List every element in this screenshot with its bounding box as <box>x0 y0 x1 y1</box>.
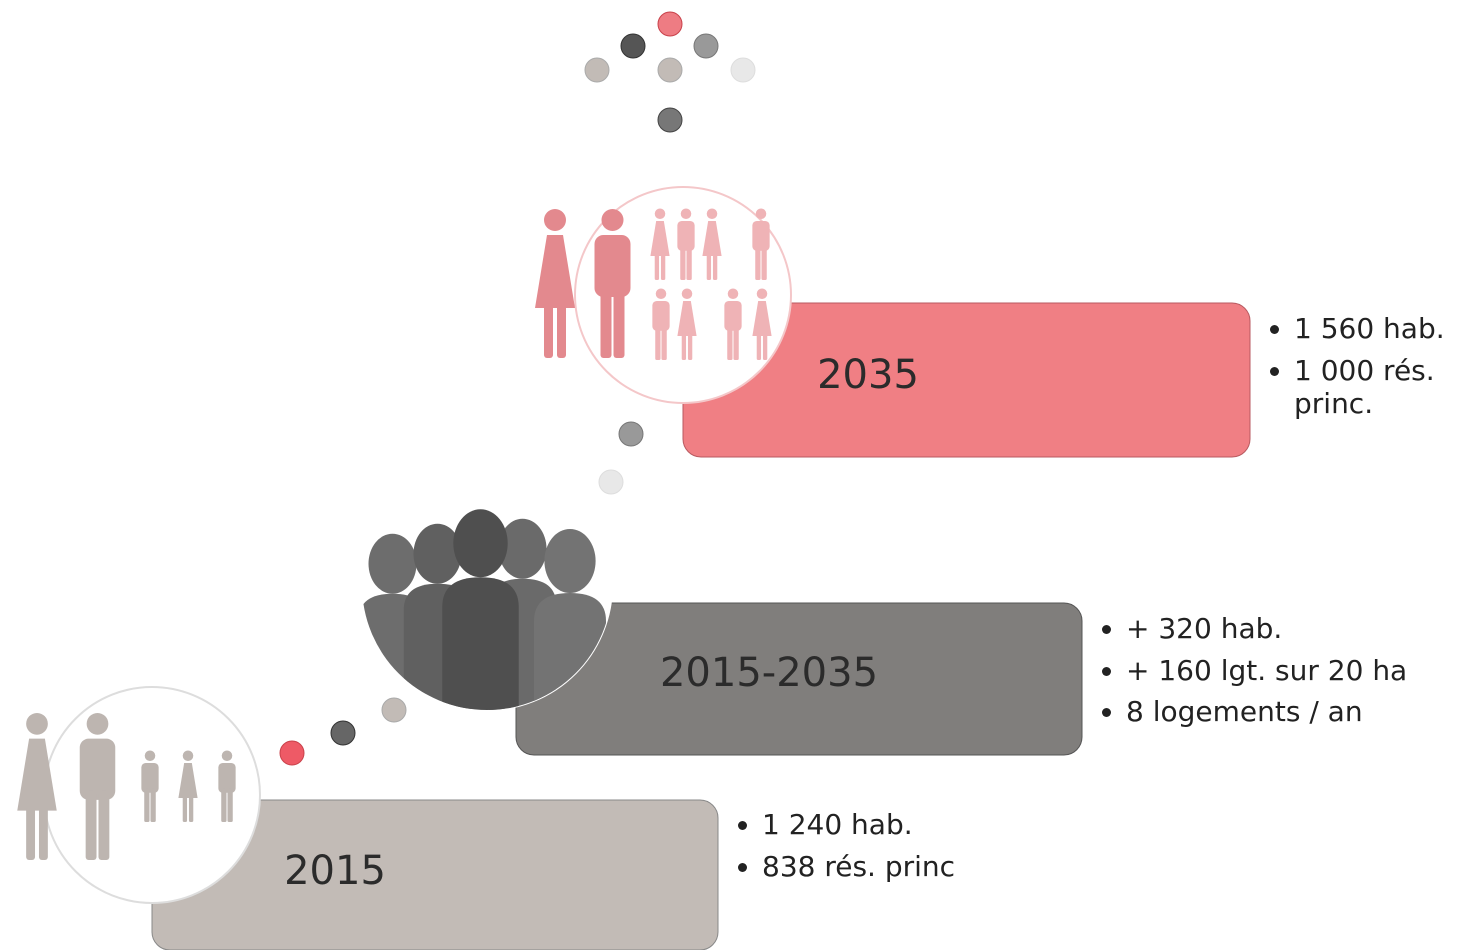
bullet-list: 1 240 hab. 838 rés. princ <box>738 808 1062 891</box>
bullet-list: + 320 hab. + 160 lgt. sur 20 ha 8 logeme… <box>1102 612 1470 737</box>
diagram: 2015 2015-2035 2035 <box>0 0 1470 950</box>
stage-label: 2035 <box>817 352 919 398</box>
bullet: 8 logements / an <box>1126 695 1470 729</box>
bullet: 1 240 hab. <box>762 808 1062 842</box>
stage-label: 2015 <box>284 848 386 894</box>
bullet: 1 560 hab. <box>1294 312 1469 346</box>
bullet: + 160 lgt. sur 20 ha <box>1126 654 1470 688</box>
bullet: 838 rés. princ <box>762 850 1062 884</box>
bullet: + 320 hab. <box>1126 612 1470 646</box>
page: {"stages": [ {"label": "2015", "bullets"… <box>0 0 1470 950</box>
stage-label: 2015-2035 <box>660 650 878 696</box>
bullet: 1 000 rés. princ. <box>1294 354 1469 421</box>
bullet-list: 1 560 hab. 1 000 rés. princ. <box>1270 312 1469 429</box>
